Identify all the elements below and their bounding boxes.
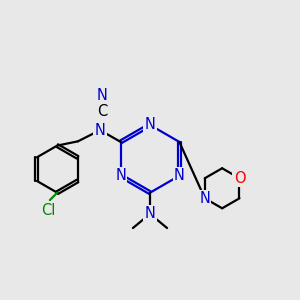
Text: O: O bbox=[234, 171, 245, 186]
Text: N: N bbox=[145, 206, 155, 221]
Text: Cl: Cl bbox=[41, 203, 56, 218]
Text: C: C bbox=[97, 104, 107, 119]
Text: N: N bbox=[200, 191, 210, 206]
Text: N: N bbox=[115, 168, 126, 183]
Text: N: N bbox=[174, 168, 185, 183]
Text: N: N bbox=[97, 88, 108, 103]
Text: N: N bbox=[145, 118, 155, 133]
Text: N: N bbox=[94, 123, 106, 138]
